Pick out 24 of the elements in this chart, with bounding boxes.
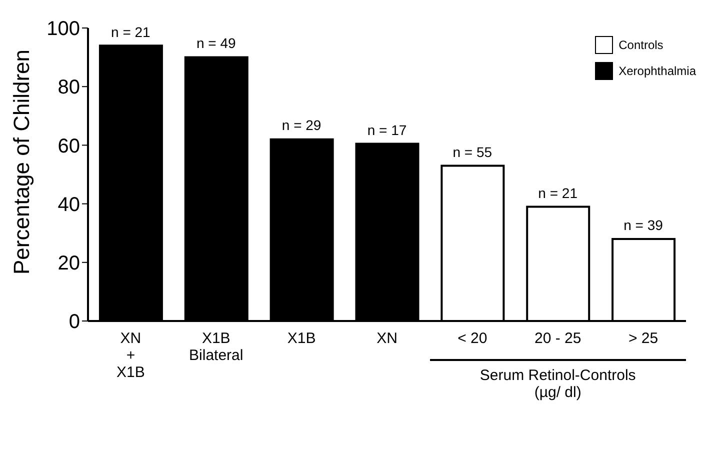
legend-label: Controls <box>618 38 664 52</box>
y-tick-label: 60 <box>58 135 80 158</box>
annotation: n = 21 <box>537 184 578 201</box>
y-tick-label: 20 <box>58 252 80 274</box>
legend-label: Xerophthalmia <box>618 64 696 78</box>
x-tick-label: > 25 <box>628 330 658 347</box>
annotation: n = 29 <box>280 117 322 134</box>
annotation: n = 49 <box>195 35 237 52</box>
y-tick-label: 0 <box>68 311 80 334</box>
y-tick-label: 40 <box>58 194 80 216</box>
x-tick-label: XN + X1B <box>116 330 145 381</box>
x-tick-label: X1B Bilateral <box>189 330 244 364</box>
y-axis-title: Percentage of Children <box>8 49 34 274</box>
text: Serum Retinol-Controls (µg/ dl) <box>430 359 686 401</box>
annotation: n = 39 <box>622 216 664 233</box>
x-tick-label: X1B <box>287 330 316 347</box>
x-tick-label: 20 - 25 <box>534 330 582 347</box>
x-tick-label: < 20 <box>458 330 488 347</box>
y-tick-label: 100 <box>46 18 80 40</box>
y-tick-label: 80 <box>58 76 80 99</box>
annotation: n = 17 <box>366 122 408 138</box>
x-tick-label: XN <box>376 330 398 347</box>
annotation: n = 55 <box>452 144 494 160</box>
annotation: n = 21 <box>110 24 152 40</box>
